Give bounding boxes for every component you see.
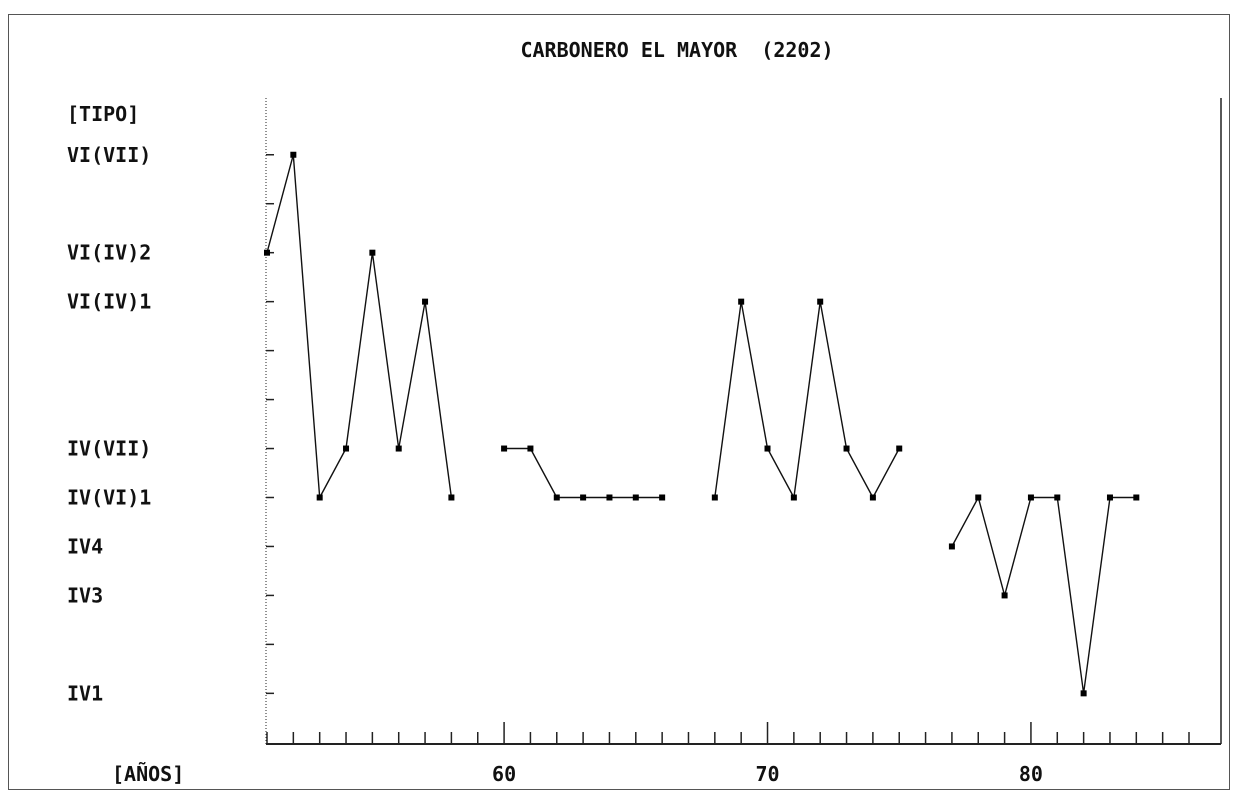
data-point [1027, 494, 1034, 501]
chart-frame: CARBONERO EL MAYOR (2202) [TIPO] [AÑOS] … [8, 14, 1230, 790]
chart-title: CARBONERO EL MAYOR (2202) [520, 38, 833, 62]
y-axis-label: [TIPO] [67, 102, 139, 126]
y-tick-labels: IV1 IV3 IV4 IV(VI)1 IV(VII) VI(IV)1 VI(IV)2 VI(… [67, 143, 151, 706]
data-point [1054, 494, 1061, 501]
data-point [448, 494, 455, 501]
data-point [790, 494, 797, 501]
data-point [1080, 690, 1087, 697]
x-axis-label: [AÑOS] [112, 762, 184, 786]
y-tick-label: IV3 [67, 583, 103, 607]
data-point [343, 445, 350, 452]
y-tick-label: VI(IV)1 [67, 290, 151, 314]
data-point [817, 298, 824, 305]
series-segment-line [266, 154, 453, 500]
chart-plot: CARBONERO EL MAYOR (2202) [TIPO] [AÑOS] … [67, 38, 1222, 786]
x-tick-label: 60 [492, 762, 516, 786]
data-point [369, 249, 376, 256]
y-tick-label: IV4 [67, 534, 103, 558]
data-point [659, 494, 666, 501]
data-point [395, 445, 402, 452]
series-segment-line [714, 301, 900, 500]
x-tick-label: 70 [755, 762, 779, 786]
data-point [422, 298, 429, 305]
data-point [264, 249, 270, 256]
data-point [1106, 494, 1113, 501]
series-segment-line [504, 447, 663, 499]
data-point [501, 445, 508, 452]
series-lines [266, 154, 1137, 694]
y-tick-label: VI(IV)2 [67, 241, 151, 265]
data-point [896, 445, 903, 452]
y-tick-label: IV(VI)1 [67, 485, 151, 509]
y-tick-label: IV1 [67, 681, 103, 705]
axes [265, 98, 1222, 745]
data-point [606, 494, 613, 501]
x-tick-labels: 60 70 80 [492, 762, 1043, 786]
data-point [975, 494, 982, 501]
y-tick-label: IV(VII) [67, 437, 151, 461]
data-point [764, 445, 771, 452]
data-point [553, 494, 560, 501]
series-points [264, 151, 1140, 697]
data-point [738, 298, 745, 305]
data-point [711, 494, 718, 501]
data-point [316, 494, 323, 501]
data-point [1133, 494, 1140, 501]
data-point [580, 494, 587, 501]
data-point [527, 445, 534, 452]
data-point [290, 151, 297, 158]
data-point [869, 494, 876, 501]
data-point [1001, 592, 1008, 599]
series-segment-line [951, 495, 1137, 694]
data-point [843, 445, 850, 452]
y-tick-label: VI(VII) [67, 143, 151, 167]
data-point [632, 494, 639, 501]
x-tick-label: 80 [1019, 762, 1043, 786]
data-point [948, 543, 955, 550]
